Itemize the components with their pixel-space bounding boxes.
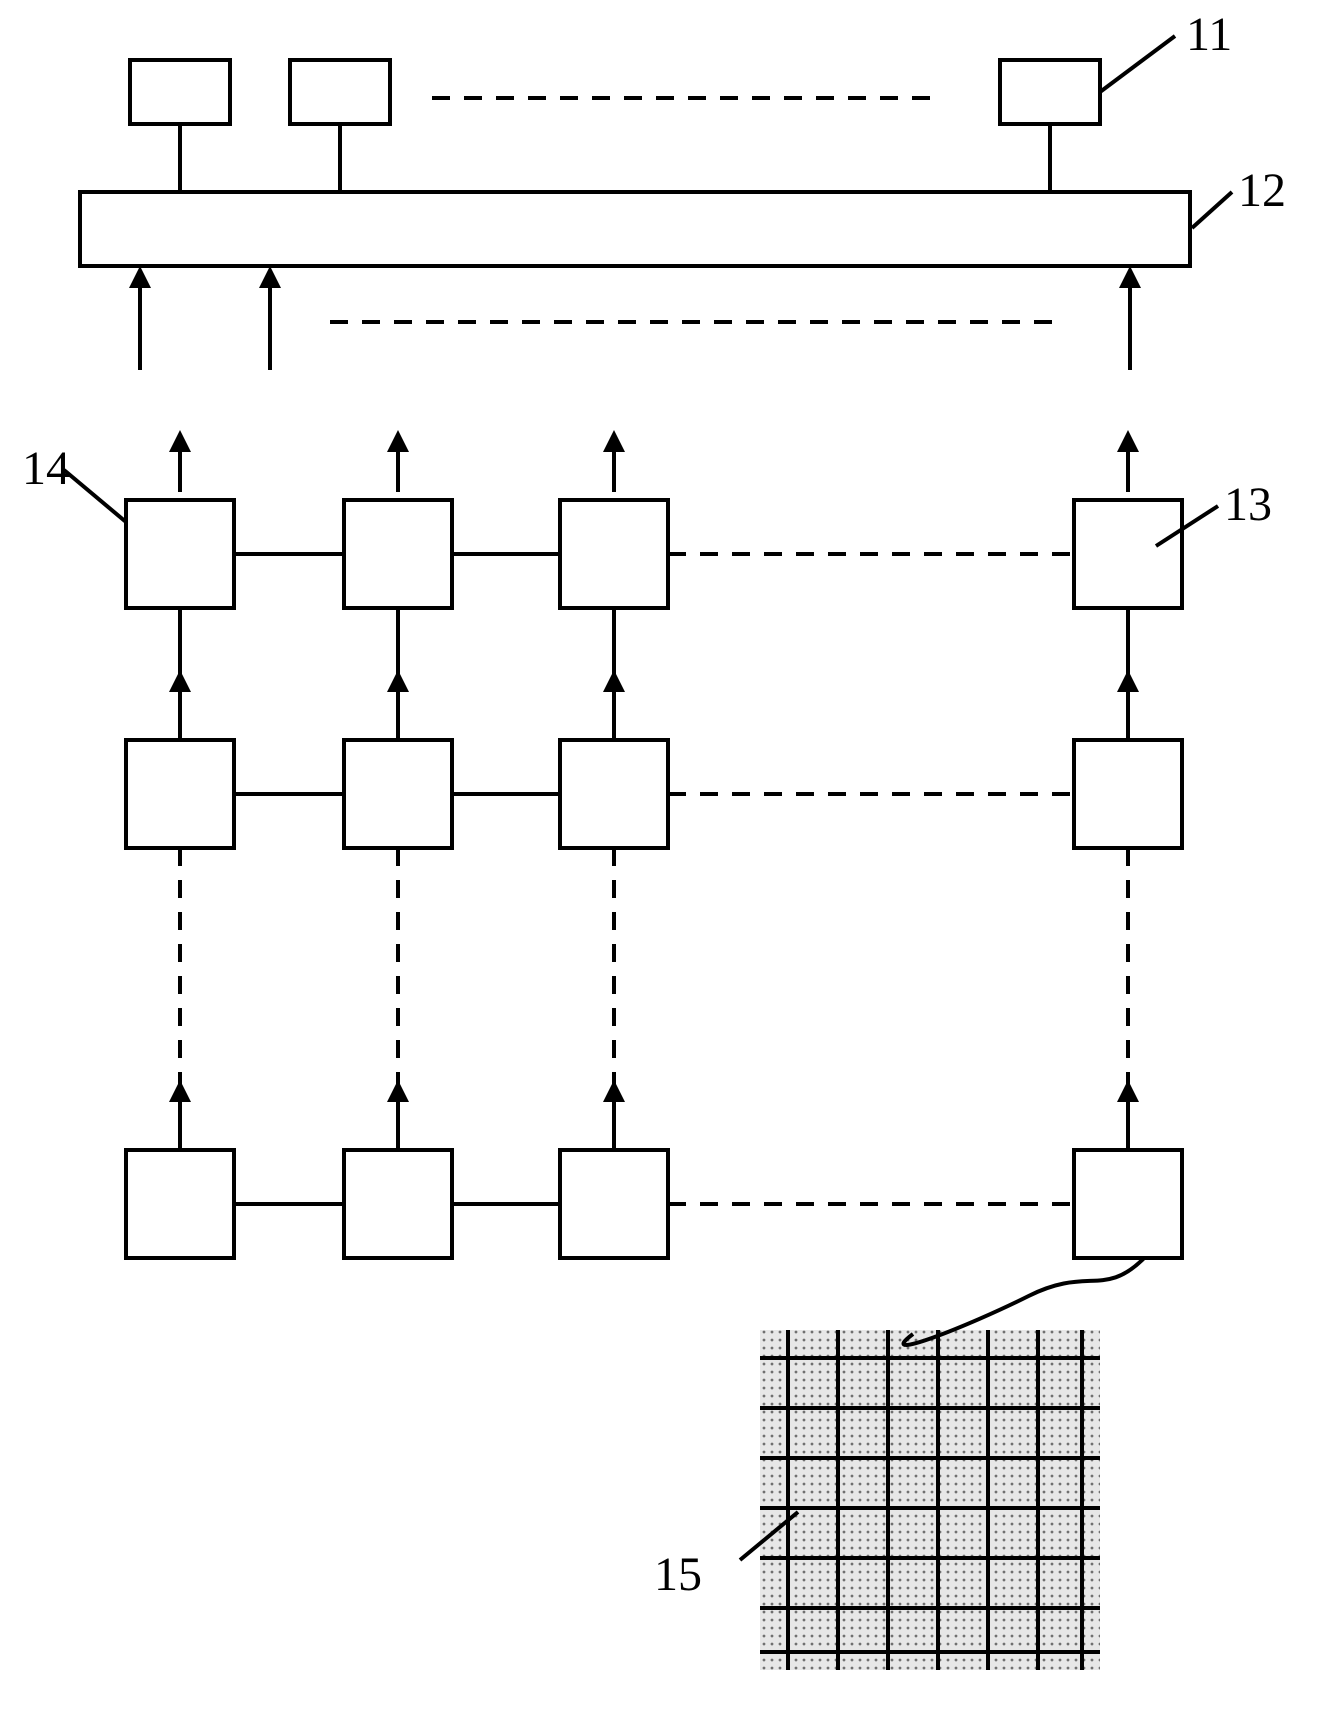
grid-node	[560, 740, 668, 848]
grid-node	[560, 1150, 668, 1258]
leader-13	[1156, 506, 1218, 546]
top-module-box	[290, 60, 390, 124]
label-14: 14	[22, 442, 70, 495]
leader-12	[1192, 192, 1232, 228]
grid-node	[344, 500, 452, 608]
label-13: 13	[1224, 478, 1272, 531]
grid-node	[126, 1150, 234, 1258]
leader-14	[64, 470, 126, 522]
label-11: 11	[1186, 8, 1232, 61]
grid-node	[126, 500, 234, 608]
label-12: 12	[1238, 164, 1286, 217]
grid-node	[344, 740, 452, 848]
leader-11	[1100, 36, 1175, 92]
grid-node	[1074, 1150, 1182, 1258]
grid-node	[1074, 740, 1182, 848]
grid-node	[1074, 500, 1182, 608]
grid-node	[344, 1150, 452, 1258]
grid-node	[560, 500, 668, 608]
detail-grid-bg	[760, 1330, 1100, 1670]
top-module-box	[1000, 60, 1100, 124]
top-module-box	[130, 60, 230, 124]
label-15: 15	[654, 1548, 702, 1601]
bus-bar	[80, 192, 1190, 266]
grid-node	[126, 740, 234, 848]
